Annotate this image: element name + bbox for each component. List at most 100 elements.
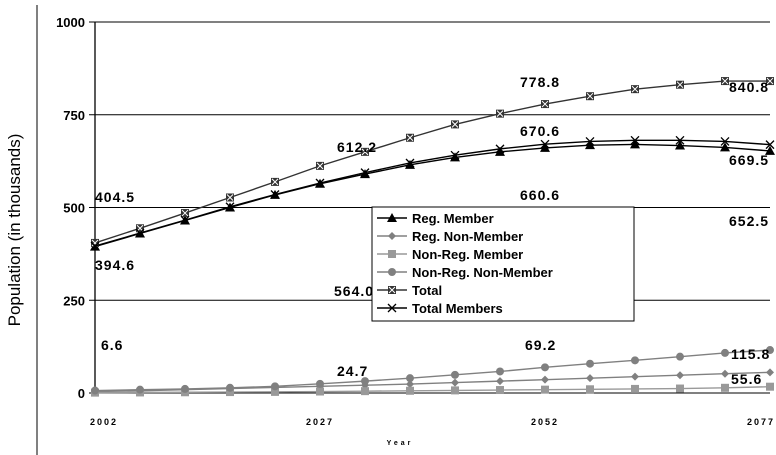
legend-item: Non-Reg. Member	[377, 247, 523, 262]
data-point	[631, 85, 639, 94]
data-label: 115.8	[731, 346, 770, 362]
data-point	[586, 374, 594, 383]
data-point	[541, 363, 549, 372]
data-point	[406, 133, 414, 142]
data-point	[451, 386, 459, 395]
data-point	[405, 159, 415, 169]
legend-item: Total	[377, 283, 442, 298]
legend-item: Non-Reg. Non-Member	[377, 265, 553, 280]
legend-item: Total Members	[377, 301, 503, 316]
legend: Reg. Member Reg. Non-Member Non-Reg. Membe…	[371, 206, 635, 322]
legend-item: Reg. Member	[377, 211, 494, 226]
data-point	[630, 135, 640, 145]
data-point	[361, 387, 369, 396]
series-line	[94, 349, 771, 392]
data-point	[766, 346, 774, 355]
data-point	[721, 77, 729, 86]
data-point	[585, 137, 595, 146]
data-point	[586, 385, 594, 394]
data-point	[540, 139, 550, 149]
data-label: 55.6	[731, 371, 762, 387]
data-label: 394.6	[95, 257, 135, 273]
axes	[36, 5, 96, 455]
data-point	[406, 386, 414, 395]
data-point	[720, 137, 730, 146]
data-point	[361, 377, 369, 386]
data-point	[135, 228, 145, 238]
data-point	[181, 209, 189, 218]
legend-label: Reg. Member	[412, 211, 494, 226]
data-label: 670.6	[520, 123, 560, 139]
data-point	[450, 152, 460, 162]
data-point	[540, 142, 550, 152]
data-point	[451, 120, 459, 129]
x-tick-label: 2002	[90, 417, 118, 427]
data-label: 778.8	[520, 74, 560, 90]
data-point	[226, 388, 234, 397]
data-label: 6.6	[101, 337, 123, 353]
legend-marker	[388, 268, 396, 276]
data-label: 24.7	[337, 363, 368, 379]
data-point	[495, 144, 505, 154]
data-point	[136, 385, 144, 394]
legend-marker	[388, 286, 396, 294]
series-1	[91, 368, 774, 396]
data-label: 69.2	[525, 337, 556, 353]
y-axis-label: Population (in thousands)	[5, 134, 24, 327]
legend-label: Non-Reg. Member	[412, 247, 523, 262]
data-point	[496, 386, 504, 395]
legend-marker	[388, 250, 396, 258]
legend-item: Reg. Non-Member	[377, 229, 523, 244]
data-point	[586, 359, 594, 368]
data-point	[271, 382, 279, 391]
data-label: 652.5	[729, 213, 769, 229]
data-point	[631, 372, 639, 381]
data-point	[721, 369, 729, 378]
data-point	[361, 147, 369, 156]
series-line	[94, 80, 770, 244]
data-point	[586, 92, 594, 101]
data-point	[541, 100, 549, 109]
data-point	[721, 348, 729, 357]
x-tick-label: 2027	[306, 417, 334, 427]
series-5	[90, 135, 775, 251]
y-tick-label: 750	[63, 108, 85, 123]
data-point	[451, 378, 459, 387]
data-point	[225, 202, 235, 212]
y-tick-label: 250	[63, 293, 85, 308]
y-tick-label: 500	[63, 201, 85, 216]
data-point	[496, 377, 504, 386]
y-tick-labels: 0 250 500 750 1000	[56, 15, 85, 401]
series-line	[94, 139, 771, 247]
data-point	[315, 178, 325, 188]
data-point	[721, 383, 729, 392]
data-point	[360, 168, 370, 178]
data-point	[676, 352, 684, 361]
data-point	[270, 190, 280, 199]
data-point	[271, 177, 279, 186]
data-label: 404.5	[95, 189, 135, 205]
data-point	[541, 385, 549, 394]
y-tick-label: 1000	[56, 15, 85, 30]
data-point	[180, 215, 190, 225]
data-point	[631, 384, 639, 393]
data-point	[91, 386, 99, 395]
legend-box	[371, 206, 635, 322]
data-label: 840.8	[729, 79, 769, 95]
data-label: 564.0	[334, 283, 374, 299]
data-point	[766, 77, 774, 86]
legend-marker	[387, 303, 397, 313]
data-point	[181, 384, 189, 393]
legend-marker	[388, 232, 396, 240]
data-point	[406, 380, 414, 389]
legend-marker	[387, 213, 397, 222]
data-point	[676, 371, 684, 380]
x-tick-label: 2077	[747, 417, 775, 427]
y-tick-label: 0	[78, 386, 85, 401]
x-axis-label: Year	[387, 440, 414, 447]
data-point	[405, 158, 415, 168]
data-point	[631, 356, 639, 365]
data-label: 669.5	[729, 152, 769, 168]
data-point	[495, 146, 505, 156]
